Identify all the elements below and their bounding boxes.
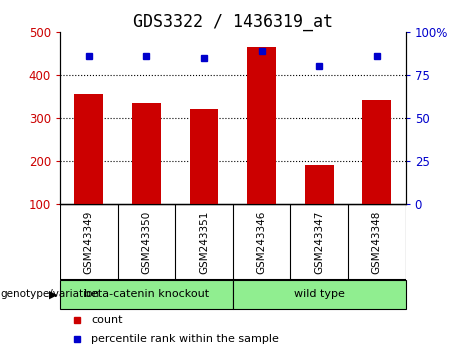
- Bar: [247, 47, 276, 204]
- Text: GSM243347: GSM243347: [314, 210, 324, 274]
- Bar: [233, 280, 406, 309]
- Bar: [132, 103, 161, 204]
- Text: count: count: [91, 315, 123, 325]
- Bar: [362, 100, 391, 204]
- Text: GSM243349: GSM243349: [84, 210, 94, 274]
- Text: GSM243350: GSM243350: [142, 210, 151, 274]
- Bar: [60, 280, 233, 309]
- Bar: [305, 165, 334, 204]
- Text: GSM243348: GSM243348: [372, 210, 382, 274]
- Text: GSM243346: GSM243346: [257, 210, 266, 274]
- Text: GSM243351: GSM243351: [199, 210, 209, 274]
- Bar: [189, 109, 219, 204]
- Bar: [74, 94, 103, 204]
- Text: beta-catenin knockout: beta-catenin knockout: [84, 290, 209, 299]
- Text: percentile rank within the sample: percentile rank within the sample: [91, 333, 279, 344]
- Text: genotype/variation: genotype/variation: [0, 290, 99, 299]
- Title: GDS3322 / 1436319_at: GDS3322 / 1436319_at: [133, 13, 333, 30]
- Text: wild type: wild type: [294, 290, 345, 299]
- Text: ▶: ▶: [49, 290, 58, 299]
